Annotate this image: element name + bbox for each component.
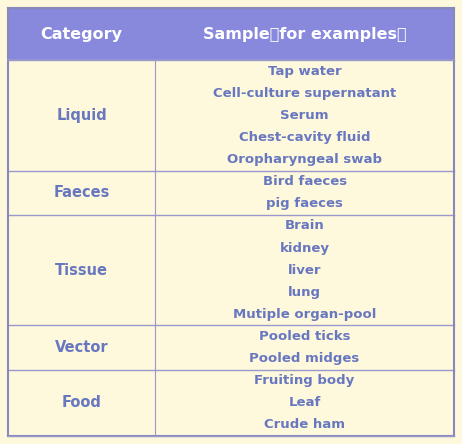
Text: kidney: kidney — [280, 242, 329, 254]
Bar — [8, 170, 454, 215]
Text: Food: Food — [61, 395, 102, 410]
Text: Pooled midges: Pooled midges — [249, 352, 360, 365]
Bar — [8, 8, 454, 60]
Text: Bird faeces: Bird faeces — [262, 175, 346, 188]
Bar — [8, 215, 454, 325]
Text: Tap water: Tap water — [268, 64, 341, 78]
Text: pig faeces: pig faeces — [266, 197, 343, 210]
Text: Mutiple organ-pool: Mutiple organ-pool — [233, 308, 376, 321]
Text: Cell-culture supernatant: Cell-culture supernatant — [213, 87, 396, 99]
Text: Vector: Vector — [55, 340, 109, 355]
Text: liver: liver — [288, 264, 322, 277]
Text: Sample（for examples）: Sample（for examples） — [203, 27, 407, 41]
Text: Brain: Brain — [285, 219, 324, 232]
Text: Crude ham: Crude ham — [264, 418, 345, 432]
Text: Fruiting body: Fruiting body — [255, 374, 355, 387]
Text: Liquid: Liquid — [56, 108, 107, 123]
Bar — [8, 325, 454, 370]
Text: Category: Category — [41, 27, 122, 41]
Text: Pooled ticks: Pooled ticks — [259, 330, 350, 343]
Text: Chest-cavity fluid: Chest-cavity fluid — [239, 131, 371, 144]
Bar — [8, 370, 454, 436]
Text: Tissue: Tissue — [55, 262, 108, 278]
Text: Serum: Serum — [280, 109, 329, 122]
Text: Oropharyngeal swab: Oropharyngeal swab — [227, 153, 382, 166]
Text: Faeces: Faeces — [54, 185, 110, 200]
Text: Leaf: Leaf — [288, 396, 321, 409]
Bar — [8, 60, 454, 170]
Text: lung: lung — [288, 286, 321, 299]
